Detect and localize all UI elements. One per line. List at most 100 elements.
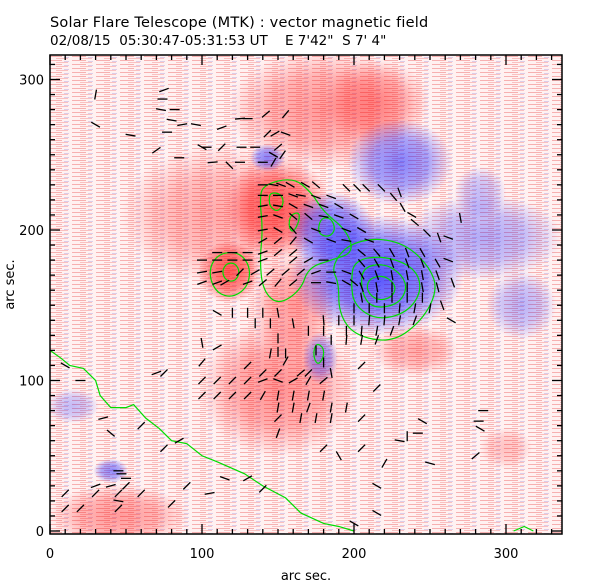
- field-vector: [311, 181, 321, 189]
- field-vector: [295, 193, 306, 197]
- field-vector: [397, 187, 402, 198]
- field-vector: [305, 375, 312, 386]
- field-vector: [322, 315, 325, 326]
- field-vector: [276, 390, 280, 401]
- field-vector: [276, 307, 280, 318]
- field-vector: [329, 413, 333, 424]
- field-vector: [388, 247, 396, 258]
- observation-time-range: 05:30:47-05:31:53 UT: [119, 33, 268, 49]
- field-vector: [258, 237, 268, 244]
- field-vector: [258, 484, 267, 493]
- field-vector: [446, 317, 456, 324]
- field-vector: [475, 425, 485, 432]
- field-vector: [420, 282, 424, 293]
- field-vector: [257, 204, 268, 208]
- field-vector: [160, 368, 168, 377]
- field-vector: [425, 461, 435, 466]
- chart-title: Solar Flare Telescope (MTK) : vector mag…: [50, 15, 429, 31]
- field-vector: [341, 279, 352, 286]
- field-vector: [268, 348, 272, 359]
- field-vector: [319, 376, 328, 385]
- field-vector: [296, 369, 306, 377]
- position-north-south: S 7' 4": [342, 33, 387, 49]
- field-vector: [383, 315, 386, 326]
- x-tick-label: 0: [46, 547, 54, 562]
- field-vector: [279, 150, 286, 160]
- field-vector: [303, 237, 314, 244]
- contour-positive-inner-b: [288, 212, 300, 232]
- axes: 0 100 200 300 0 100 200 300: [19, 54, 563, 562]
- field-vector: [291, 402, 295, 413]
- field-vector: [373, 248, 381, 257]
- field-vector: [372, 482, 382, 489]
- field-vector: [151, 370, 162, 376]
- field-vector: [389, 192, 398, 202]
- field-vector: [273, 214, 283, 219]
- field-vector: [360, 325, 363, 336]
- field-vector: [151, 146, 161, 154]
- magnetic-field-map: [50, 55, 562, 534]
- field-vector: [288, 193, 299, 198]
- field-vector: [334, 202, 344, 209]
- field-vector: [137, 421, 146, 430]
- field-vector: [257, 228, 268, 232]
- field-vector: [276, 182, 286, 188]
- field-vector: [291, 390, 295, 401]
- field-vector: [405, 270, 409, 281]
- field-vector: [345, 334, 348, 345]
- field-vector: [98, 416, 109, 421]
- field-vector: [259, 390, 266, 401]
- field-vector: [375, 282, 379, 293]
- y-tick-label: 0: [36, 525, 44, 540]
- field-vector: [417, 418, 428, 425]
- field-vector: [198, 391, 206, 400]
- field-vector: [207, 161, 218, 164]
- x-tick-label: 300: [494, 547, 519, 562]
- field-vector: [285, 181, 295, 188]
- field-vector: [60, 362, 70, 369]
- field-vector: [439, 300, 445, 311]
- field-vector: [399, 202, 406, 213]
- contour-limb-bottom-right: [513, 525, 534, 532]
- field-vector: [349, 278, 359, 287]
- field-vector: [288, 278, 298, 287]
- field-vector: [450, 277, 456, 288]
- field-vector: [174, 437, 184, 444]
- field-vector: [357, 414, 366, 423]
- field-vector: [258, 278, 268, 287]
- field-vector: [311, 194, 321, 200]
- field-vector: [196, 270, 208, 274]
- field-vector: [471, 452, 480, 460]
- field-vector: [166, 118, 177, 122]
- field-vector: [318, 214, 329, 218]
- field-vector: [182, 481, 191, 490]
- field-vector: [398, 315, 402, 326]
- plot-frame: [49, 54, 563, 535]
- field-vector: [373, 258, 380, 268]
- field-vector: [288, 248, 298, 257]
- field-vector: [212, 344, 222, 351]
- field-vector: [114, 489, 123, 498]
- field-vector: [357, 444, 366, 453]
- field-vector: [257, 257, 268, 263]
- field-vector: [198, 376, 206, 385]
- field-vector: [272, 204, 284, 208]
- field-vector: [420, 258, 425, 269]
- field-vector: [341, 227, 352, 233]
- position-east-west: E 7'42": [284, 33, 334, 49]
- field-vector: [412, 315, 418, 326]
- contour-positive-inner-a: [268, 192, 284, 212]
- x-tick-label: 200: [342, 547, 367, 562]
- field-vector: [204, 491, 215, 495]
- field-texture: [50, 55, 562, 534]
- field-vector: [268, 183, 279, 187]
- contour-negative-outer: [333, 238, 436, 341]
- field-vector: [217, 143, 226, 152]
- field-vector: [311, 227, 321, 233]
- field-vector: [360, 292, 364, 303]
- field-vector: [225, 161, 234, 170]
- field-vector: [443, 257, 454, 263]
- y-tick-label: 200: [19, 224, 44, 239]
- field-vector: [276, 402, 280, 413]
- field-vector: [364, 238, 375, 243]
